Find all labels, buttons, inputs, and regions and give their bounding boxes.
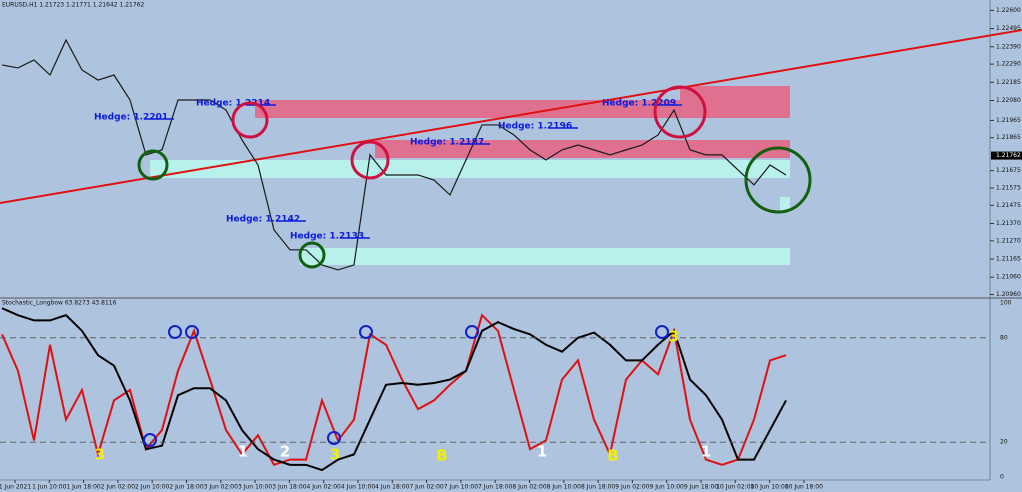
current-price-box bbox=[991, 151, 1022, 160]
y-tick-label: 1.21865 bbox=[996, 134, 1021, 141]
hedge-label: Hedge: 1.2209 bbox=[602, 99, 676, 109]
hedge-label: Hedge: 1.2201 bbox=[94, 113, 168, 123]
x-tick-label: 3 Jun 10:00 bbox=[238, 484, 272, 491]
hedge-label: Hedge: 1.2214 bbox=[196, 99, 270, 109]
hedge-label: Hedge: 1.2133 bbox=[290, 232, 364, 242]
signal-ring bbox=[359, 325, 373, 339]
x-tick-label: 10 Jun 18:00 bbox=[785, 484, 823, 491]
signal-label: B bbox=[607, 447, 618, 465]
x-tick-label: 8 Jun 18:00 bbox=[581, 484, 615, 491]
x-tick-label: 8 Jun 02:00 bbox=[512, 484, 546, 491]
support-zone bbox=[150, 160, 790, 178]
indicator-title: Stochastic_Longbow 63.8273 43.8116 bbox=[2, 300, 117, 307]
signal-ring bbox=[143, 433, 157, 447]
circle-marker bbox=[137, 149, 169, 181]
y-tick-label: 100 bbox=[1000, 300, 1012, 307]
chart-title: EURUSD,H1 1.21723 1.21771 1.21642 1.2176… bbox=[2, 2, 144, 9]
y-tick-label: 1.22390 bbox=[996, 43, 1021, 50]
y-tick-label: 1.22495 bbox=[996, 25, 1021, 32]
circle-marker bbox=[653, 85, 707, 139]
overlay bbox=[137, 85, 812, 269]
circle-marker bbox=[231, 101, 269, 139]
x-tick-label: 9 Jun 18:00 bbox=[684, 484, 718, 491]
x-tick-label: 1 Jun 18:00 bbox=[66, 484, 100, 491]
x-tick-label: 2 Jun 18:00 bbox=[169, 484, 203, 491]
hedge-label: Hedge: 1.2142 bbox=[226, 215, 300, 225]
signal-label: 1 bbox=[537, 443, 547, 461]
signal-ring bbox=[655, 325, 669, 339]
x-tick-label: 1 Jun 2021 bbox=[0, 484, 31, 491]
x-tick-label: 4 Jun 18:00 bbox=[375, 484, 409, 491]
signal-ring bbox=[327, 431, 341, 445]
line bbox=[1, 38, 787, 271]
x-tick-label: 8 Jun 10:00 bbox=[547, 484, 581, 491]
circle-marker bbox=[298, 241, 326, 269]
circle-marker bbox=[350, 140, 390, 180]
line bbox=[1, 307, 787, 472]
signal-label: 2 bbox=[280, 443, 290, 461]
x-tick-label: 4 Jun 02:00 bbox=[307, 484, 341, 491]
trend-line bbox=[0, 29, 1022, 204]
y-tick-label: 1.21060 bbox=[996, 274, 1021, 281]
y-tick-label: 1.21965 bbox=[996, 117, 1021, 124]
resistance-zone bbox=[680, 86, 790, 100]
y-tick-label: 1.22600 bbox=[996, 7, 1021, 14]
signal-label: 3 bbox=[95, 446, 105, 464]
signal-label: 3 bbox=[330, 446, 340, 464]
signal-label: 1 bbox=[238, 443, 248, 461]
y-tick-label: 1.21475 bbox=[996, 202, 1021, 209]
y-tick-label: 1.22290 bbox=[996, 61, 1021, 68]
hedge-label: Hedge: 1.2196 bbox=[498, 122, 572, 132]
x-tick-label: 10 Jun 10:00 bbox=[751, 484, 789, 491]
x-tick-label: 10 Jun 02:00 bbox=[716, 484, 754, 491]
x-tick-label: 9 Jun 02:00 bbox=[615, 484, 649, 491]
y-tick-label: 1.22080 bbox=[996, 97, 1021, 104]
y-tick-label: 1.21165 bbox=[996, 256, 1021, 263]
hedge-label: Hedge: 1.2187 bbox=[410, 138, 484, 148]
support-zone bbox=[780, 197, 790, 212]
x-tick-label: 7 Jun 02:00 bbox=[409, 484, 443, 491]
x-tick-label: 1 Jun 10:00 bbox=[32, 484, 66, 491]
y-tick-label: 80 bbox=[1000, 334, 1008, 341]
x-tick-label: 7 Jun 18:00 bbox=[478, 484, 512, 491]
circle-marker bbox=[744, 146, 812, 214]
y-tick-label: 1.21675 bbox=[996, 167, 1021, 174]
x-tick-label: 3 Jun 18:00 bbox=[272, 484, 306, 491]
x-tick-label: 3 Jun 02:00 bbox=[204, 484, 238, 491]
line bbox=[1, 313, 787, 467]
x-tick-label: 4 Jun 10:00 bbox=[341, 484, 375, 491]
signal-label: B bbox=[436, 447, 447, 465]
x-tick-label: 2 Jun 10:00 bbox=[135, 484, 169, 491]
signal-ring bbox=[168, 325, 182, 339]
y-tick-label: 0 bbox=[1000, 474, 1004, 481]
y-tick-label: 1.21575 bbox=[996, 184, 1021, 191]
x-tick-label: 9 Jun 10:00 bbox=[650, 484, 684, 491]
y-tick-label: 1.21270 bbox=[996, 237, 1021, 244]
support-zone bbox=[300, 248, 790, 265]
y-tick-label: 1.20960 bbox=[996, 291, 1021, 298]
y-tick-label: 1.22185 bbox=[996, 79, 1021, 86]
x-tick-label: 7 Jun 10:00 bbox=[444, 484, 478, 491]
y-tick-label: 1.21370 bbox=[996, 220, 1021, 227]
signal-label: 1 bbox=[701, 443, 711, 461]
signal-ring bbox=[185, 325, 199, 339]
signal-ring bbox=[465, 325, 479, 339]
current-price-label: 1.21762 bbox=[996, 152, 1021, 159]
y-tick-label: 20 bbox=[1000, 439, 1008, 446]
signal-label: 3 bbox=[669, 328, 679, 346]
x-tick-label: 2 Jun 02:00 bbox=[101, 484, 135, 491]
